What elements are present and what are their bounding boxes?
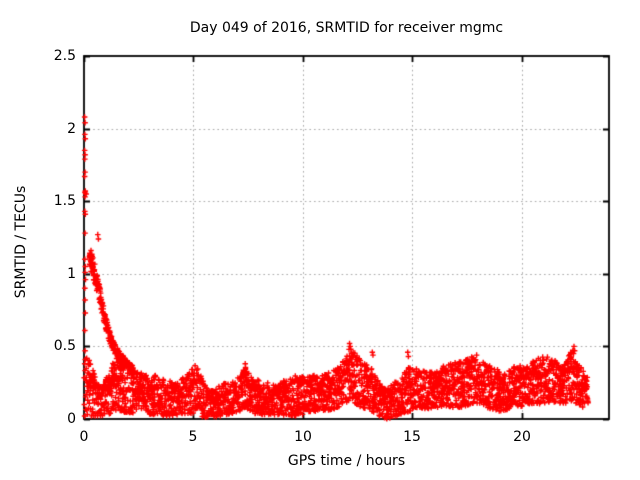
y-tick-label: 0.5: [53, 338, 76, 354]
y-tick-label: 2: [67, 121, 76, 137]
x-axis-label: GPS time / hours: [287, 453, 406, 469]
x-tick-label: 0: [79, 429, 89, 445]
y-axis-label-text: SRMTID / TECUs: [13, 185, 29, 299]
x-tick-label: 10: [294, 429, 312, 445]
y-tick-label: 1: [67, 266, 76, 282]
x-tick-label: 15: [403, 429, 421, 445]
y-tick-label: 1.5: [53, 193, 76, 209]
chart-title: Day 049 of 2016, SRMTID for receiver mgm…: [189, 20, 504, 36]
y-tick-label: 2.5: [53, 48, 76, 64]
y-tick-label: 0: [67, 411, 76, 427]
x-tick-label: 20: [513, 429, 531, 445]
x-tick-label: 5: [188, 429, 198, 445]
